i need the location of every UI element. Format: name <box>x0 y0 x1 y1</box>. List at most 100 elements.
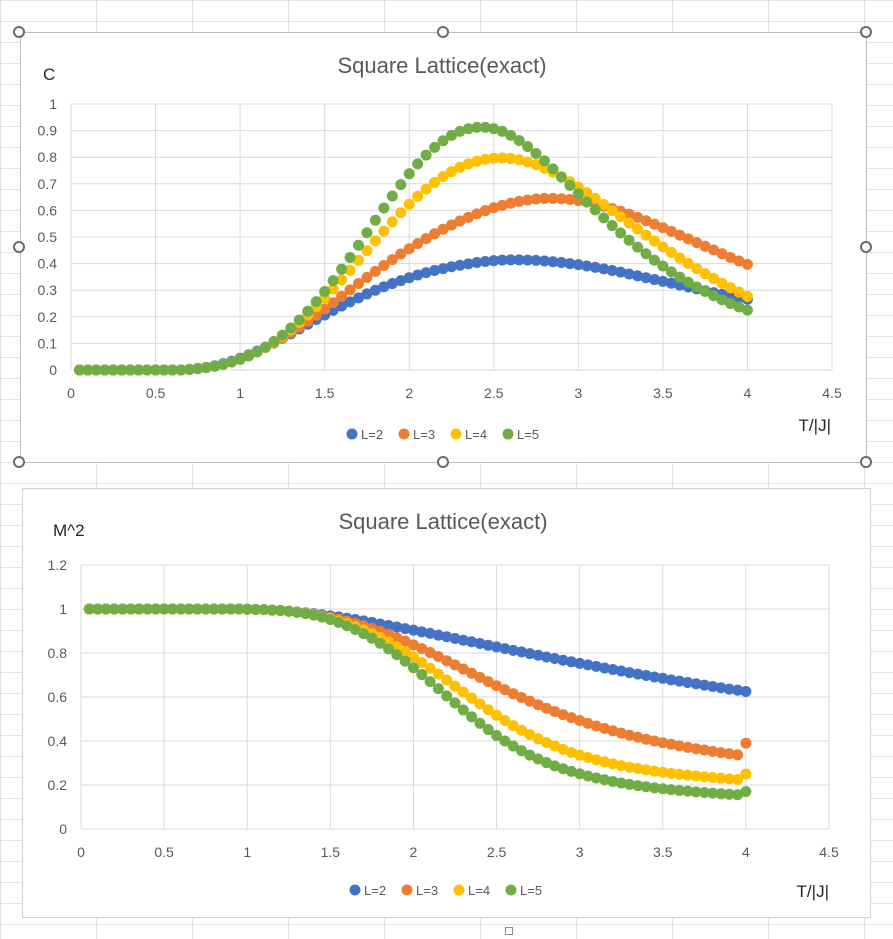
data-point <box>291 606 303 618</box>
data-point <box>708 244 720 256</box>
data-point <box>488 123 500 135</box>
data-point <box>99 364 111 376</box>
data-point <box>691 237 703 249</box>
resize-handle-middle-left[interactable] <box>13 241 25 253</box>
data-point <box>640 215 652 227</box>
resize-handle-top-left[interactable] <box>13 26 25 38</box>
data-point <box>732 749 744 761</box>
x-tick-label: 1 <box>243 844 251 860</box>
data-point <box>665 784 677 796</box>
resize-handle-bottom-left[interactable] <box>13 456 25 468</box>
data-point <box>150 364 162 376</box>
data-point <box>648 671 660 683</box>
data-point <box>233 603 245 615</box>
data-point <box>369 265 381 277</box>
data-point <box>496 125 508 137</box>
data-point <box>416 656 428 668</box>
data-point <box>564 193 576 205</box>
resize-handle-bottom-center[interactable] <box>437 456 449 468</box>
data-point <box>539 155 551 167</box>
data-point <box>657 275 669 287</box>
y-tick-label: 0.6 <box>38 202 58 218</box>
data-point <box>125 603 137 615</box>
data-point <box>513 195 525 207</box>
data-point <box>615 266 627 278</box>
data-point <box>333 616 345 628</box>
data-point <box>673 768 685 780</box>
data-point <box>158 603 170 615</box>
x-tick-label: 3.5 <box>653 844 673 860</box>
data-point <box>547 192 559 204</box>
data-point <box>133 603 145 615</box>
data-point <box>624 667 636 679</box>
data-point <box>674 271 686 283</box>
legend-label: L=5 <box>517 427 539 442</box>
resize-handle-middle-right[interactable] <box>860 241 872 253</box>
data-point <box>429 228 441 240</box>
data-point <box>632 731 644 743</box>
data-point <box>665 266 677 278</box>
data-point <box>474 698 486 710</box>
data-point <box>449 632 461 644</box>
data-point <box>276 329 288 341</box>
chart-m2-vs-t[interactable]: 0 0.5 1 1.5 2 2.5 3 3.5 4 4.5 0 0.2 0.4 0.6 0.8 1 1.2 Squ… <box>22 488 871 918</box>
data-point <box>395 275 407 287</box>
data-point <box>352 292 364 304</box>
x-tick-label: 0 <box>67 385 75 401</box>
data-point <box>100 603 112 615</box>
data-point <box>141 364 153 376</box>
chart-title: Square Lattice(exact) <box>337 53 546 78</box>
data-point <box>540 702 552 714</box>
data-point <box>482 639 494 651</box>
data-point <box>474 671 486 683</box>
chart-resize-marker[interactable] <box>505 927 513 935</box>
data-point <box>524 729 536 741</box>
data-point <box>524 695 536 707</box>
data-point <box>399 646 411 658</box>
data-point <box>648 274 660 286</box>
data-point <box>369 214 381 226</box>
chart-c-vs-t[interactable]: 0 0.5 1 1.5 2 2.5 3 3.5 4 4.5 0 0.1 0.2 0.3 0.4 0.5 0.6 0… <box>20 32 867 463</box>
data-point <box>274 605 286 617</box>
data-point <box>302 305 314 317</box>
data-point <box>682 769 694 781</box>
legend-item: L=3 <box>398 427 435 442</box>
series-L=3 <box>73 192 753 376</box>
data-point <box>361 271 373 283</box>
data-point <box>606 265 618 277</box>
data-point <box>124 364 136 376</box>
data-point <box>623 234 635 246</box>
data-point <box>391 621 403 633</box>
data-point <box>499 715 511 727</box>
data-point <box>491 709 503 721</box>
data-point <box>403 272 415 284</box>
data-point <box>674 229 686 241</box>
data-point <box>437 171 449 183</box>
resize-handle-top-right[interactable] <box>860 26 872 38</box>
data-point <box>708 272 720 284</box>
data-point <box>657 260 669 272</box>
data-point <box>515 724 527 736</box>
data-point <box>673 740 685 752</box>
data-point <box>698 771 710 783</box>
data-point <box>732 684 744 696</box>
data-point <box>715 747 727 759</box>
data-point <box>632 241 644 253</box>
x-axis-label: T/|J| <box>797 882 829 901</box>
data-point <box>590 660 602 672</box>
data-point <box>407 651 419 663</box>
y-tick-label: 0 <box>49 362 57 378</box>
resize-handle-top-center[interactable] <box>437 26 449 38</box>
data-point <box>716 277 728 289</box>
resize-handle-bottom-right[interactable] <box>860 456 872 468</box>
legend-label: L=3 <box>416 883 438 898</box>
data-point <box>590 772 602 784</box>
data-point <box>471 208 483 220</box>
data-point <box>341 620 353 632</box>
data-point <box>740 786 752 798</box>
x-tick-label: 1.5 <box>321 844 341 860</box>
data-point <box>116 364 128 376</box>
data-point <box>454 259 466 271</box>
data-point <box>420 267 432 279</box>
data-point <box>462 123 474 135</box>
